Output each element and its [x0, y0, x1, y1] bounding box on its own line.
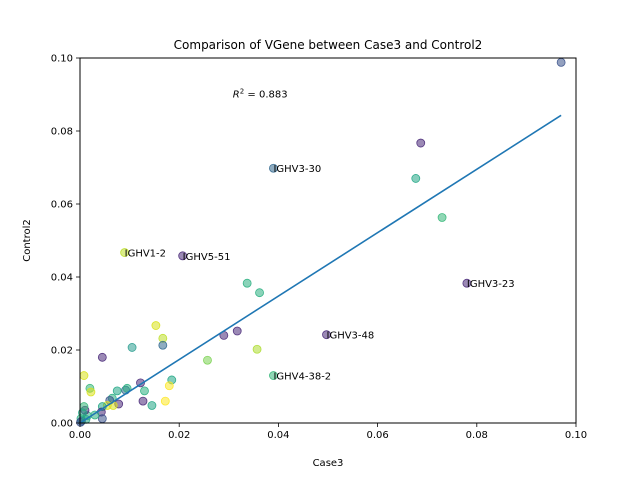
- point-annotation: IGHV5-51: [183, 252, 231, 263]
- y-tick-label: 0.10: [51, 54, 73, 65]
- scatter-point: [556, 57, 566, 67]
- point-annotation: IGHV3-48: [327, 331, 375, 342]
- point-annotation: IGHV1-2: [125, 249, 166, 260]
- scatter-point: [79, 371, 89, 380]
- scatter-point: [120, 248, 130, 257]
- scatter-point: [232, 326, 242, 336]
- scatter-point: [416, 138, 426, 148]
- x-axis-ticks: 0.00 0.02 0.04 0.06 0.08 0.10: [69, 423, 587, 441]
- scatter-point: [203, 355, 212, 365]
- y-tick-label: 0.00: [51, 419, 73, 430]
- x-tick-label: 0.04: [267, 430, 289, 441]
- scatter-point: [158, 340, 168, 350]
- y-axis-ticks: 0.00 0.02 0.04 0.06 0.08 0.10: [51, 54, 80, 430]
- scatter-point: [127, 343, 137, 352]
- scatter-point: [269, 163, 278, 173]
- scatter-point: [322, 330, 331, 340]
- scatter-point: [178, 251, 188, 261]
- x-axis-label: Case3: [313, 458, 344, 469]
- annotations-layer: IGHV3-30 IGHV1-2 IGHV5-51 IGHV3-23 IGHV3-48 I…: [125, 164, 515, 382]
- scatter-point: [252, 344, 262, 354]
- fit-line: [79, 114, 562, 424]
- point-annotation: IGHV3-30: [273, 164, 321, 175]
- y-tick-label: 0.06: [51, 200, 73, 211]
- point-annotation: IGHV4-38-2: [273, 372, 331, 383]
- point-annotation: IGHV3-23: [467, 279, 515, 290]
- y-axis-label: Control2: [22, 219, 33, 262]
- scatter-point: [255, 288, 264, 298]
- scatter-point: [112, 386, 122, 396]
- x-tick-label: 0.08: [466, 430, 488, 441]
- chart-title: Comparison of VGene between Case3 and Co…: [174, 38, 483, 52]
- scatter-point: [140, 386, 149, 396]
- y-tick-label: 0.04: [51, 273, 73, 284]
- scatter-point: [97, 414, 107, 424]
- scatter-point: [138, 396, 148, 406]
- scatter-point: [86, 387, 96, 397]
- scatter-point: [411, 174, 421, 183]
- scatter-point: [437, 213, 447, 222]
- x-tick-label: 0.06: [366, 430, 388, 441]
- x-tick-label: 0.10: [565, 430, 587, 441]
- fit-line-layer: [79, 114, 562, 424]
- y-tick-label: 0.02: [51, 346, 73, 357]
- r-squared-label: R2 = 0.883: [233, 88, 288, 101]
- scatter-point: [242, 278, 252, 288]
- x-tick-label: 0.02: [168, 430, 190, 441]
- scatter-point: [462, 278, 472, 288]
- y-tick-label: 0.08: [51, 127, 73, 138]
- scatter-point: [151, 321, 161, 330]
- scatter-point: [269, 371, 278, 380]
- scatter-point: [164, 381, 174, 391]
- scatter-point: [160, 396, 170, 406]
- x-tick-label: 0.00: [69, 430, 91, 441]
- plot-frame: [79, 57, 577, 424]
- scatter-point: [97, 352, 107, 362]
- scatter-point: [147, 401, 157, 410]
